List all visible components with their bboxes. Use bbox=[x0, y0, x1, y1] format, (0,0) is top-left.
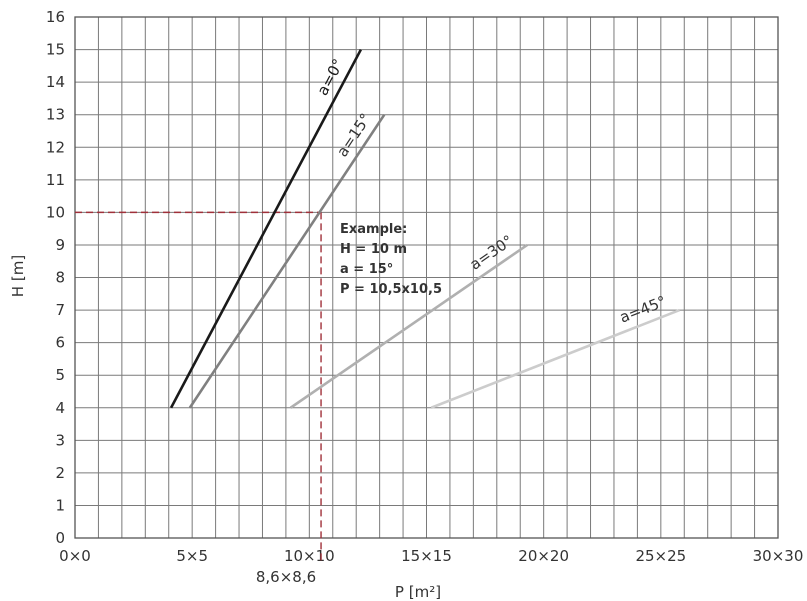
y-tick-label: 12 bbox=[46, 138, 65, 156]
y-tick-label: 13 bbox=[46, 106, 65, 124]
series-line bbox=[188, 113, 386, 409]
x-tick-label: 15×15 bbox=[401, 547, 452, 565]
x-marker-label: 8,6×8,6 bbox=[256, 568, 316, 586]
y-tick-label: 0 bbox=[55, 529, 65, 547]
y-tick-label: 9 bbox=[55, 236, 65, 254]
x-tick-label: 30×30 bbox=[753, 547, 804, 565]
y-tick-label: 1 bbox=[55, 496, 65, 514]
series-lines bbox=[169, 48, 681, 409]
y-tick-label: 15 bbox=[46, 41, 65, 59]
y-tick-label: 4 bbox=[55, 399, 65, 417]
series-line bbox=[430, 308, 681, 409]
plot-border bbox=[74, 16, 779, 539]
series-label: a=15° bbox=[333, 110, 375, 160]
grid bbox=[75, 17, 778, 538]
x-tick-label: 5×5 bbox=[176, 547, 208, 565]
x-tick-label: 20×20 bbox=[518, 547, 569, 565]
y-tick-label: 6 bbox=[55, 334, 65, 352]
example-angle: a = 15° bbox=[340, 262, 393, 277]
example-annotation: Example: H = 10 m a = 15° P = 10,5x10,5 bbox=[340, 222, 442, 297]
y-tick-label: 5 bbox=[55, 366, 65, 384]
y-tick-label: 10 bbox=[46, 203, 65, 221]
reference-lines bbox=[75, 211, 322, 564]
y-axis-label: H [m] bbox=[9, 255, 27, 297]
x-axis-label: P [m²] bbox=[395, 583, 441, 601]
y-tick-label: 14 bbox=[46, 73, 65, 91]
x-tick-label: 0×0 bbox=[59, 547, 91, 565]
example-title: Example: bbox=[340, 222, 407, 237]
series-line bbox=[169, 48, 363, 409]
series-label: a=0° bbox=[313, 56, 347, 99]
plot-frame bbox=[74, 16, 779, 539]
x-tick-label: 25×25 bbox=[635, 547, 686, 565]
y-tick-label: 8 bbox=[55, 269, 65, 287]
y-tick-label: 3 bbox=[55, 431, 65, 449]
y-tick-label: 2 bbox=[55, 464, 65, 482]
series-label: a=30° bbox=[466, 231, 516, 273]
example-height: H = 10 m bbox=[340, 242, 407, 257]
y-tick-label: 11 bbox=[46, 171, 65, 189]
example-area: P = 10,5x10,5 bbox=[340, 282, 442, 297]
x-axis-ticks: 0×0 5×5 10×10 15×15 20×20 25×25 30×30 bbox=[59, 547, 803, 565]
series-line bbox=[289, 243, 529, 409]
y-tick-label: 7 bbox=[55, 301, 65, 319]
y-tick-label: 16 bbox=[46, 8, 65, 26]
x-tick-label: 10×10 bbox=[284, 547, 335, 565]
